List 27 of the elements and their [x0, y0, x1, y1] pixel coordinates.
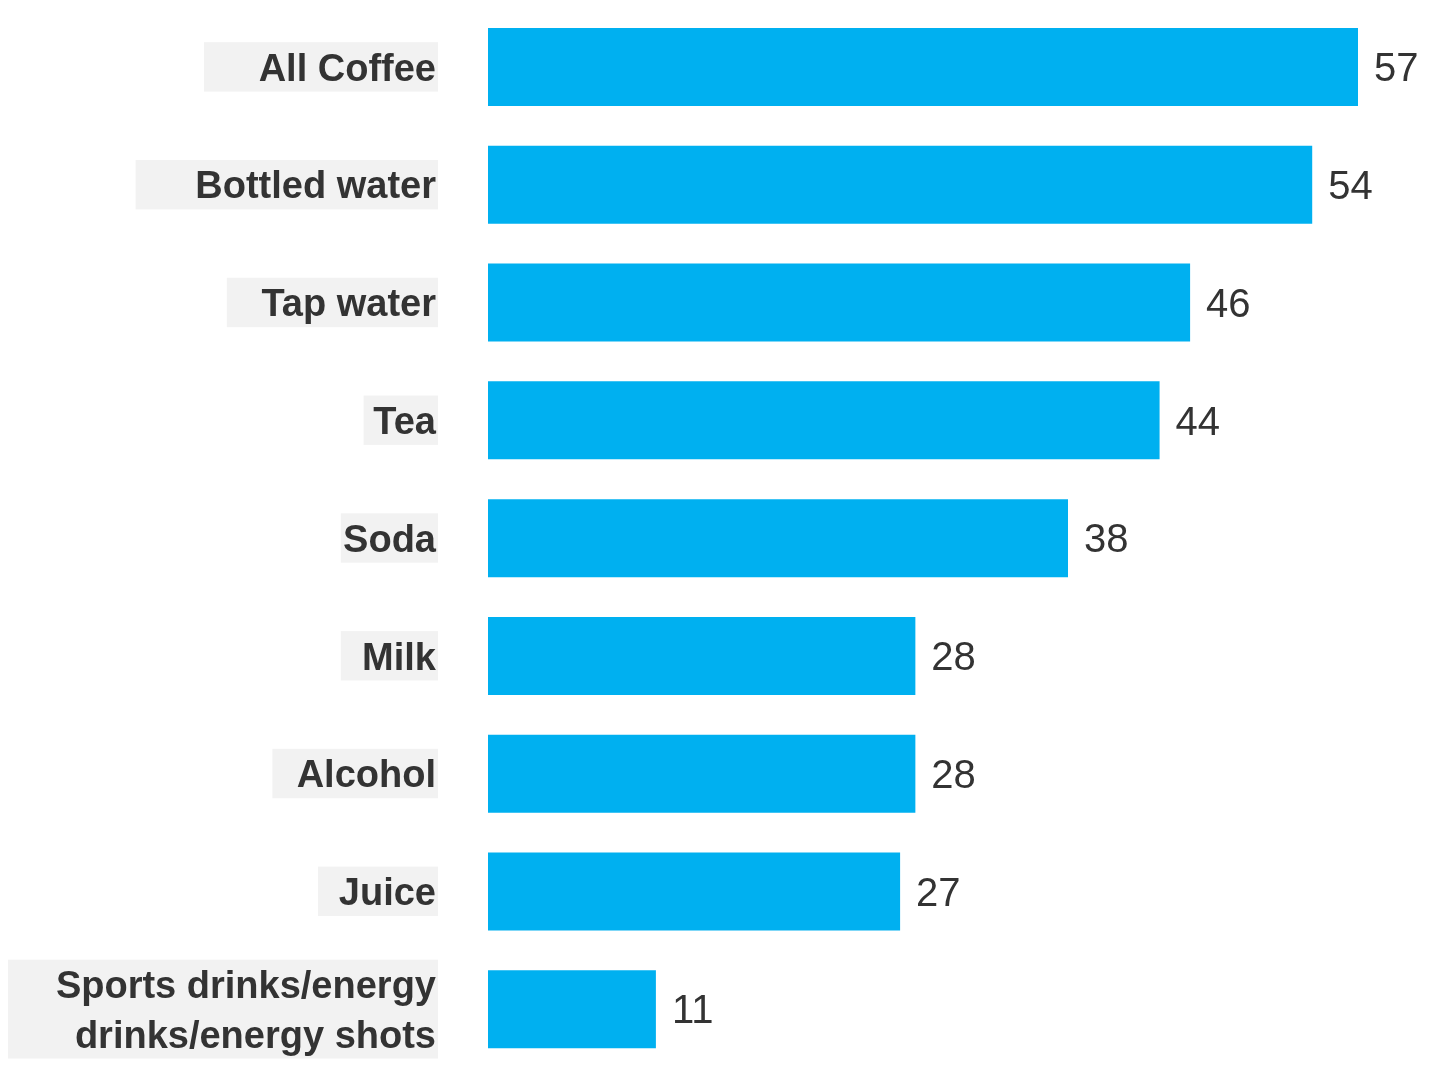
- bar: [488, 381, 1160, 460]
- y-tick-label: Tap water: [261, 282, 437, 325]
- y-tick-label: Sports drinks/energy drinks/energy shots: [55, 964, 436, 1056]
- data-label: 28: [931, 751, 976, 796]
- y-tick-label: Alcohol: [296, 753, 436, 796]
- y-tick-label: Milk: [362, 635, 437, 678]
- bar: [488, 852, 901, 931]
- bar: [488, 145, 1313, 224]
- data-label: 44: [1175, 398, 1221, 443]
- data-label: 57: [1374, 45, 1419, 90]
- bar: [488, 263, 1191, 342]
- bar: [488, 28, 1358, 107]
- y-tick-label: Juice: [338, 871, 436, 914]
- y-tick-label: Tea: [373, 400, 437, 443]
- bar: [488, 499, 1068, 578]
- data-label: 54: [1328, 163, 1373, 207]
- bar: [488, 616, 916, 695]
- y-tick-label: Bottled water: [195, 164, 437, 207]
- y-tick-label: All Coffee: [258, 46, 436, 89]
- bar: [488, 734, 916, 813]
- bar: [488, 970, 656, 1049]
- data-label: 11: [671, 987, 714, 1032]
- data-label: 38: [1084, 516, 1129, 561]
- y-tick-label: Soda: [343, 517, 437, 560]
- data-label: 27: [916, 869, 961, 914]
- data-label: 28: [931, 634, 976, 679]
- data-label: 46: [1206, 280, 1251, 325]
